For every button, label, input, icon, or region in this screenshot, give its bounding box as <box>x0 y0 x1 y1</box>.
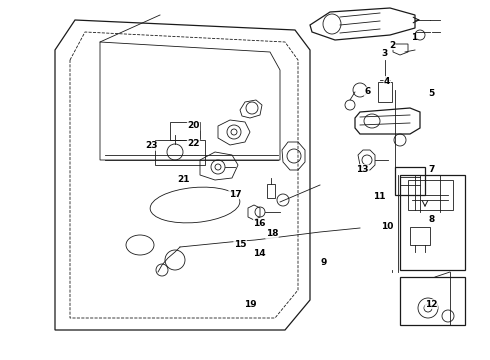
Text: 8: 8 <box>428 215 434 224</box>
Text: 16: 16 <box>253 219 266 228</box>
Text: 11: 11 <box>373 192 386 201</box>
Text: 3: 3 <box>382 49 388 58</box>
Text: 9: 9 <box>320 258 327 267</box>
Text: 22: 22 <box>187 139 200 148</box>
Text: 5: 5 <box>428 89 434 98</box>
Text: 7: 7 <box>428 165 435 174</box>
Bar <box>408 180 453 210</box>
Text: 6: 6 <box>365 87 370 96</box>
Text: 1: 1 <box>411 33 417 42</box>
Text: 12: 12 <box>425 300 438 309</box>
Text: 14: 14 <box>253 249 266 258</box>
Text: 13: 13 <box>356 165 369 174</box>
Text: 2: 2 <box>389 40 395 49</box>
Text: 20: 20 <box>187 122 200 130</box>
Text: 19: 19 <box>244 300 256 309</box>
Text: 21: 21 <box>177 175 190 184</box>
Bar <box>378 82 392 102</box>
Bar <box>395 167 425 195</box>
Bar <box>155 140 205 165</box>
Text: 23: 23 <box>146 141 158 150</box>
Bar <box>400 277 465 325</box>
Text: 15: 15 <box>234 240 246 249</box>
Bar <box>170 122 200 140</box>
Text: 4: 4 <box>384 77 391 85</box>
Bar <box>400 175 465 270</box>
Text: 10: 10 <box>381 222 393 231</box>
Bar <box>267 184 275 198</box>
Text: 17: 17 <box>229 190 242 199</box>
Text: 18: 18 <box>266 230 278 239</box>
Bar <box>410 227 430 245</box>
